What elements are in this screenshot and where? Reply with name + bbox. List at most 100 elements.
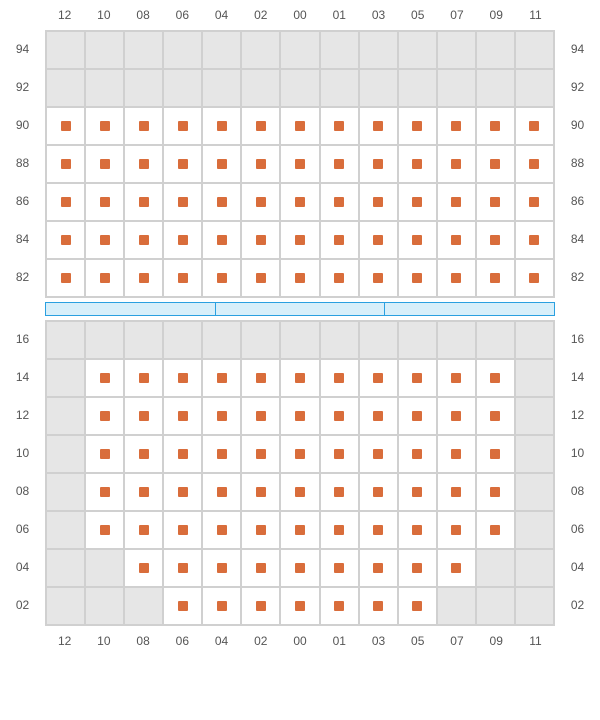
seat-cell[interactable] xyxy=(398,221,437,259)
seat-cell[interactable] xyxy=(241,435,280,473)
seat-cell[interactable] xyxy=(46,183,85,221)
seat-cell[interactable] xyxy=(202,587,241,625)
seat-cell[interactable] xyxy=(85,183,124,221)
seat-cell[interactable] xyxy=(163,511,202,549)
seat-cell[interactable] xyxy=(124,259,163,297)
seat-cell[interactable] xyxy=(398,473,437,511)
seat-cell[interactable] xyxy=(476,145,515,183)
seat-cell[interactable] xyxy=(320,221,359,259)
seat-cell[interactable] xyxy=(515,145,554,183)
seat-cell[interactable] xyxy=(476,107,515,145)
seat-cell[interactable] xyxy=(398,183,437,221)
seat-cell[interactable] xyxy=(320,435,359,473)
seat-cell[interactable] xyxy=(163,183,202,221)
seat-cell[interactable] xyxy=(515,259,554,297)
seat-cell[interactable] xyxy=(398,145,437,183)
seat-cell[interactable] xyxy=(202,397,241,435)
seat-cell[interactable] xyxy=(202,473,241,511)
seat-cell[interactable] xyxy=(241,259,280,297)
seat-cell[interactable] xyxy=(85,435,124,473)
seat-cell[interactable] xyxy=(124,435,163,473)
seat-cell[interactable] xyxy=(280,435,319,473)
seat-cell[interactable] xyxy=(241,221,280,259)
seat-cell[interactable] xyxy=(202,511,241,549)
seat-cell[interactable] xyxy=(124,359,163,397)
seat-cell[interactable] xyxy=(163,145,202,183)
seat-cell[interactable] xyxy=(163,587,202,625)
seat-cell[interactable] xyxy=(241,145,280,183)
seat-cell[interactable] xyxy=(359,259,398,297)
seat-cell[interactable] xyxy=(476,359,515,397)
seat-cell[interactable] xyxy=(85,221,124,259)
seat-cell[interactable] xyxy=(280,549,319,587)
seat-cell[interactable] xyxy=(476,397,515,435)
seat-cell[interactable] xyxy=(85,511,124,549)
seat-cell[interactable] xyxy=(437,435,476,473)
seat-cell[interactable] xyxy=(280,473,319,511)
seat-cell[interactable] xyxy=(398,359,437,397)
seat-cell[interactable] xyxy=(241,359,280,397)
seat-cell[interactable] xyxy=(320,473,359,511)
seat-cell[interactable] xyxy=(320,259,359,297)
seat-cell[interactable] xyxy=(437,511,476,549)
seat-cell[interactable] xyxy=(398,549,437,587)
seat-cell[interactable] xyxy=(476,221,515,259)
seat-cell[interactable] xyxy=(280,221,319,259)
seat-cell[interactable] xyxy=(124,397,163,435)
seat-cell[interactable] xyxy=(124,107,163,145)
seat-cell[interactable] xyxy=(476,183,515,221)
seat-cell[interactable] xyxy=(476,473,515,511)
seat-cell[interactable] xyxy=(202,359,241,397)
seat-cell[interactable] xyxy=(124,221,163,259)
seat-cell[interactable] xyxy=(280,183,319,221)
seat-cell[interactable] xyxy=(398,107,437,145)
seat-cell[interactable] xyxy=(359,511,398,549)
seat-cell[interactable] xyxy=(320,183,359,221)
seat-cell[interactable] xyxy=(320,511,359,549)
seat-cell[interactable] xyxy=(515,221,554,259)
seat-cell[interactable] xyxy=(437,359,476,397)
seat-cell[interactable] xyxy=(85,397,124,435)
seat-cell[interactable] xyxy=(359,587,398,625)
seat-cell[interactable] xyxy=(359,107,398,145)
seat-cell[interactable] xyxy=(320,359,359,397)
seat-cell[interactable] xyxy=(202,259,241,297)
seat-cell[interactable] xyxy=(202,183,241,221)
seat-cell[interactable] xyxy=(85,107,124,145)
seat-cell[interactable] xyxy=(280,145,319,183)
seat-cell[interactable] xyxy=(437,549,476,587)
seat-cell[interactable] xyxy=(437,183,476,221)
seat-cell[interactable] xyxy=(124,183,163,221)
seat-cell[interactable] xyxy=(202,221,241,259)
seat-cell[interactable] xyxy=(398,397,437,435)
seat-cell[interactable] xyxy=(476,511,515,549)
seat-cell[interactable] xyxy=(46,107,85,145)
seat-cell[interactable] xyxy=(515,183,554,221)
seat-cell[interactable] xyxy=(163,397,202,435)
seat-cell[interactable] xyxy=(46,259,85,297)
seat-cell[interactable] xyxy=(202,107,241,145)
seat-cell[interactable] xyxy=(202,145,241,183)
seat-cell[interactable] xyxy=(85,145,124,183)
seat-cell[interactable] xyxy=(320,549,359,587)
seat-cell[interactable] xyxy=(398,435,437,473)
seat-cell[interactable] xyxy=(202,549,241,587)
seat-cell[interactable] xyxy=(437,221,476,259)
seat-cell[interactable] xyxy=(163,473,202,511)
seat-cell[interactable] xyxy=(163,435,202,473)
seat-cell[interactable] xyxy=(85,359,124,397)
seat-cell[interactable] xyxy=(320,107,359,145)
seat-cell[interactable] xyxy=(241,511,280,549)
seat-cell[interactable] xyxy=(280,359,319,397)
seat-cell[interactable] xyxy=(280,511,319,549)
seat-cell[interactable] xyxy=(241,397,280,435)
seat-cell[interactable] xyxy=(359,183,398,221)
seat-cell[interactable] xyxy=(437,145,476,183)
seat-cell[interactable] xyxy=(163,259,202,297)
seat-cell[interactable] xyxy=(241,107,280,145)
seat-cell[interactable] xyxy=(476,259,515,297)
seat-cell[interactable] xyxy=(163,107,202,145)
seat-cell[interactable] xyxy=(202,435,241,473)
seat-cell[interactable] xyxy=(398,259,437,297)
seat-cell[interactable] xyxy=(476,435,515,473)
